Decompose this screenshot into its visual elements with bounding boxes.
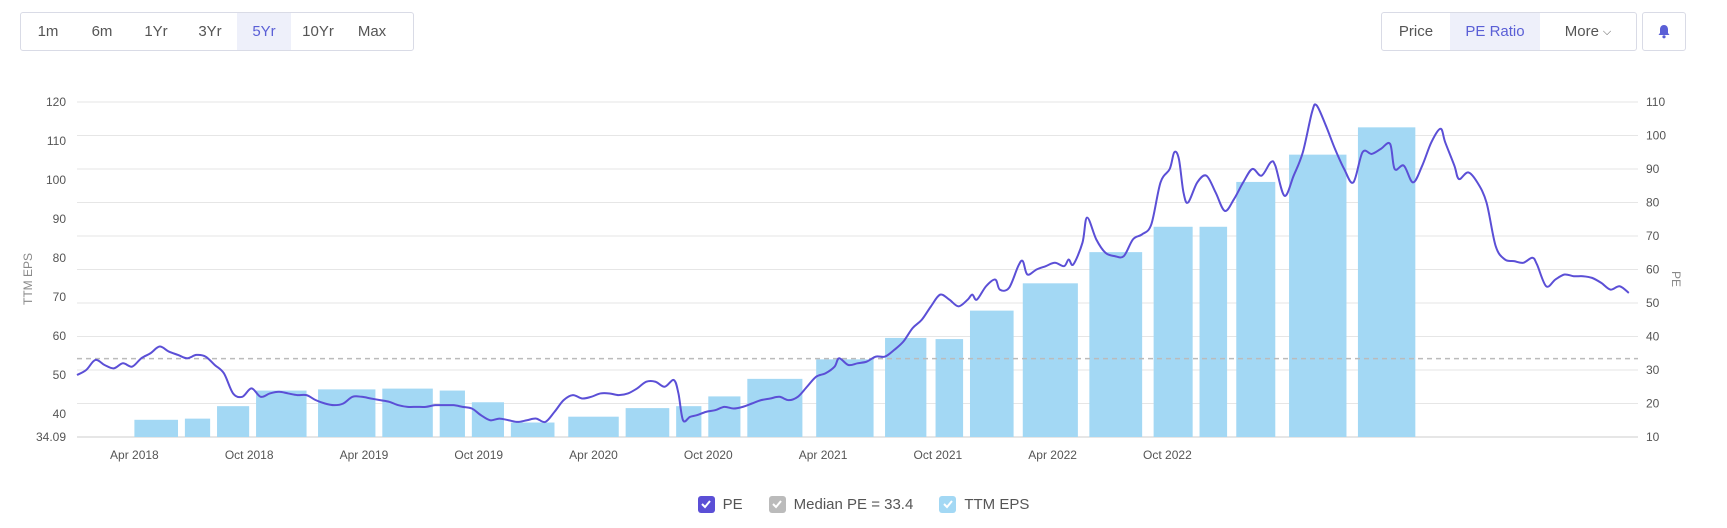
x-tick-label-4: Apr 2020 bbox=[569, 448, 618, 462]
left-tick-label-2: 60 bbox=[53, 329, 67, 343]
right-tick-label-10: 110 bbox=[1646, 95, 1665, 109]
legend-item-pe[interactable]: PE bbox=[697, 492, 743, 516]
legend-item-ttm-eps[interactable]: TTM EPS bbox=[939, 492, 1029, 516]
x-tick-label-6: Apr 2021 bbox=[799, 448, 848, 462]
legend-label-pe: PE bbox=[722, 495, 743, 513]
right-tick-label-2: 30 bbox=[1646, 363, 1660, 377]
left-tick-label-1: 50 bbox=[53, 368, 67, 382]
left-axis-title: TTM EPS bbox=[21, 253, 35, 305]
x-tick-label-8: Apr 2022 bbox=[1028, 448, 1077, 462]
eps-bars bbox=[134, 127, 1416, 438]
eps-bar-10[interactable] bbox=[625, 408, 670, 437]
range-button-max[interactable]: Max bbox=[357, 23, 387, 40]
bell-icon bbox=[1658, 25, 1670, 39]
x-tick-label-5: Oct 2020 bbox=[684, 448, 733, 462]
eps-bar-15[interactable] bbox=[885, 337, 927, 437]
price-button[interactable]: Price bbox=[1398, 23, 1434, 40]
eps-bar-11[interactable] bbox=[676, 406, 702, 437]
right-axis-ticks: 10 20 30 40 50 60 70 80 90 100 110 bbox=[1646, 95, 1666, 444]
range-button-3yr[interactable]: 3Yr bbox=[198, 23, 222, 40]
chart-legend: PE Median PE = 33.4 TTM EPS bbox=[0, 492, 1727, 516]
time-range-selector: 1m 6m 1Yr 3Yr 5Yr 10Yr Max bbox=[20, 12, 414, 51]
checkbox-checked-icon bbox=[768, 495, 786, 513]
eps-bar-19[interactable] bbox=[1089, 252, 1143, 437]
range-button-1m[interactable]: 1m bbox=[37, 23, 59, 40]
pe-line bbox=[76, 103, 1630, 424]
right-tick-label-0: 10 bbox=[1646, 430, 1660, 444]
left-tick-label-7: 110 bbox=[47, 134, 66, 148]
x-tick-label-9: Oct 2022 bbox=[1143, 448, 1192, 462]
eps-bar-6[interactable] bbox=[439, 390, 465, 437]
x-axis-ticks: Apr 2018 Oct 2018 Apr 2019 Oct 2019 Apr 2020… bbox=[110, 448, 1192, 462]
right-tick-label-8: 90 bbox=[1646, 162, 1660, 176]
more-dropdown[interactable]: More ⌵ bbox=[1540, 13, 1636, 50]
right-tick-label-9: 100 bbox=[1646, 129, 1666, 143]
chevron-down-icon: ⌵ bbox=[1602, 26, 1612, 38]
right-tick-label-5: 60 bbox=[1646, 263, 1660, 277]
x-tick-label-3: Oct 2019 bbox=[454, 448, 503, 462]
eps-bar-14[interactable] bbox=[816, 359, 874, 437]
eps-bar-9[interactable] bbox=[568, 416, 619, 437]
eps-bar-8[interactable] bbox=[510, 422, 555, 437]
eps-bar-12[interactable] bbox=[708, 396, 741, 437]
left-tick-label-3: 70 bbox=[53, 290, 67, 304]
eps-bar-5[interactable] bbox=[382, 388, 433, 437]
eps-bar-13[interactable] bbox=[747, 378, 803, 437]
eps-bar-21[interactable] bbox=[1199, 226, 1228, 437]
eps-bar-22[interactable] bbox=[1236, 181, 1276, 437]
legend-item-median-pe[interactable]: Median PE = 33.4 bbox=[768, 492, 914, 516]
x-tick-label-7: Oct 2021 bbox=[913, 448, 962, 462]
right-tick-label-6: 70 bbox=[1646, 229, 1660, 243]
more-label: More bbox=[1564, 23, 1599, 40]
eps-bar-2[interactable] bbox=[217, 406, 250, 437]
x-tick-label-1: Oct 2018 bbox=[225, 448, 274, 462]
pe-ratio-button[interactable]: PE Ratio bbox=[1450, 13, 1540, 50]
left-tick-label-5: 90 bbox=[53, 212, 67, 226]
checkbox-checked-icon bbox=[939, 495, 957, 513]
eps-bar-18[interactable] bbox=[1022, 283, 1078, 437]
right-tick-label-3: 40 bbox=[1646, 330, 1660, 344]
right-axis-title: PE bbox=[1669, 271, 1683, 287]
eps-bar-17[interactable] bbox=[969, 310, 1014, 437]
alert-bell-button[interactable] bbox=[1642, 12, 1686, 51]
range-button-6m[interactable]: 6m bbox=[91, 23, 113, 40]
eps-bar-1[interactable] bbox=[184, 418, 211, 437]
left-tick-label-8: 120 bbox=[46, 95, 66, 109]
pe-eps-chart: 40 50 60 70 80 90 100 110 120 34.09 10 20 30 40 50 60 7… bbox=[21, 95, 1683, 462]
eps-bar-0[interactable] bbox=[134, 419, 179, 437]
eps-bar-4[interactable] bbox=[318, 389, 376, 437]
right-tick-label-4: 50 bbox=[1646, 296, 1660, 310]
eps-bar-24[interactable] bbox=[1357, 127, 1416, 438]
x-tick-label-0: Apr 2018 bbox=[110, 448, 159, 462]
view-selector: Price PE Ratio More ⌵ bbox=[1381, 12, 1637, 51]
right-tick-label-1: 20 bbox=[1646, 397, 1660, 411]
legend-label-median-pe: Median PE = 33.4 bbox=[793, 495, 914, 513]
left-axis-min-label: 34.09 bbox=[36, 430, 66, 444]
x-tick-label-2: Apr 2019 bbox=[340, 448, 389, 462]
left-tick-label-0: 40 bbox=[53, 407, 67, 421]
eps-bar-3[interactable] bbox=[256, 390, 307, 437]
checkbox-checked-icon bbox=[697, 495, 715, 513]
legend-label-ttm-eps: TTM EPS bbox=[964, 495, 1030, 513]
eps-bar-16[interactable] bbox=[935, 339, 964, 437]
eps-bar-20[interactable] bbox=[1153, 226, 1193, 437]
range-button-5yr[interactable]: 5Yr bbox=[237, 13, 291, 50]
left-axis-ticks: 40 50 60 70 80 90 100 110 120 34.09 bbox=[36, 95, 66, 444]
left-tick-label-6: 100 bbox=[46, 173, 66, 187]
left-tick-label-4: 80 bbox=[53, 251, 67, 265]
right-tick-label-7: 80 bbox=[1646, 196, 1660, 210]
range-button-1yr[interactable]: 1Yr bbox=[144, 23, 168, 40]
eps-bar-23[interactable] bbox=[1289, 154, 1347, 437]
range-button-10yr[interactable]: 10Yr bbox=[302, 23, 334, 40]
